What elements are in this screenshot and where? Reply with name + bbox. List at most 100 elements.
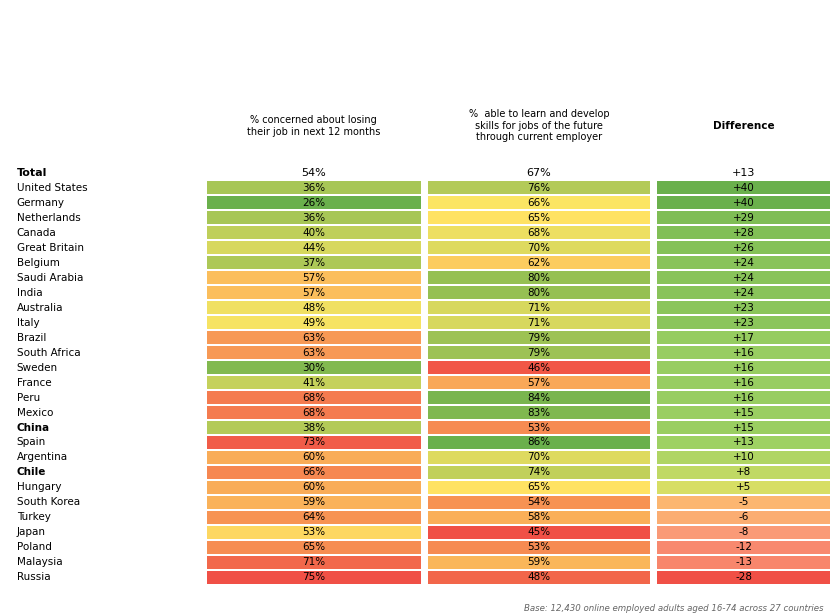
Bar	[657, 406, 830, 419]
Bar	[206, 361, 421, 374]
Bar	[428, 271, 650, 284]
Text: 60%: 60%	[302, 482, 325, 492]
Bar	[206, 182, 421, 195]
Text: %  able to learn and develop
skills for jobs of the future
through current emplo: % able to learn and develop skills for j…	[469, 109, 609, 142]
Bar	[428, 182, 650, 195]
Text: 71%: 71%	[528, 302, 550, 313]
Text: 59%: 59%	[528, 557, 550, 567]
Text: 57%: 57%	[302, 273, 325, 283]
Bar	[206, 421, 421, 434]
Text: +17: +17	[733, 333, 755, 342]
Bar	[428, 451, 650, 464]
Bar	[657, 421, 830, 434]
Text: 53%: 53%	[528, 423, 550, 432]
Text: +29: +29	[733, 213, 755, 223]
Text: -13: -13	[735, 557, 752, 567]
Bar	[428, 526, 650, 539]
Bar	[206, 301, 421, 314]
Bar	[206, 256, 421, 269]
Text: Germany: Germany	[17, 198, 64, 208]
Bar	[428, 466, 650, 479]
Bar	[428, 286, 650, 299]
Text: 68%: 68%	[302, 408, 325, 418]
Text: +24: +24	[733, 258, 755, 268]
Bar	[657, 286, 830, 299]
Bar	[657, 496, 830, 509]
Text: 45%: 45%	[528, 527, 550, 537]
Text: Difference: Difference	[713, 121, 775, 131]
Bar	[428, 376, 650, 389]
Bar	[657, 331, 830, 344]
Bar	[657, 571, 830, 584]
Bar	[657, 271, 830, 284]
Bar	[428, 211, 650, 224]
Bar	[428, 556, 650, 569]
Text: 58%: 58%	[528, 513, 550, 522]
Text: 71%: 71%	[528, 318, 550, 328]
Bar	[206, 376, 421, 389]
Bar	[206, 271, 421, 284]
Bar	[657, 346, 830, 359]
Text: +5: +5	[737, 482, 752, 492]
Text: 76%: 76%	[528, 183, 550, 193]
Bar	[428, 241, 650, 254]
Text: Sweden: Sweden	[17, 363, 58, 373]
Text: Base: 12,430 online employed adults aged 16-74 across 27 countries: Base: 12,430 online employed adults aged…	[524, 604, 823, 613]
Bar	[657, 316, 830, 329]
Text: % concerned about losing
their job in next 12 months: % concerned about losing their job in ne…	[247, 115, 380, 137]
Text: +24: +24	[733, 288, 755, 298]
Bar	[206, 227, 421, 240]
Text: 53%: 53%	[302, 527, 325, 537]
Bar	[206, 197, 421, 209]
Bar	[206, 346, 421, 359]
Text: +16: +16	[733, 392, 755, 403]
Text: +24: +24	[733, 273, 755, 283]
Text: Japan: Japan	[17, 527, 46, 537]
Text: 79%: 79%	[528, 333, 550, 342]
Text: Great Britain: Great Britain	[17, 243, 84, 253]
Bar	[428, 436, 650, 449]
Text: +16: +16	[733, 363, 755, 373]
Text: 66%: 66%	[302, 468, 325, 477]
Text: 49%: 49%	[302, 318, 325, 328]
Text: -28: -28	[735, 572, 752, 582]
Text: 48%: 48%	[302, 302, 325, 313]
Bar	[428, 481, 650, 494]
Bar	[206, 241, 421, 254]
Bar	[206, 481, 421, 494]
Text: 73%: 73%	[302, 437, 325, 447]
Bar	[657, 391, 830, 404]
Bar	[657, 481, 830, 494]
Text: Australia: Australia	[17, 302, 64, 313]
Text: 57%: 57%	[302, 288, 325, 298]
Bar	[206, 331, 421, 344]
Bar	[428, 256, 650, 269]
Bar	[206, 511, 421, 524]
Text: Netherlands: Netherlands	[17, 213, 80, 223]
Text: +23: +23	[733, 302, 755, 313]
Bar	[206, 526, 421, 539]
Text: +40: +40	[733, 183, 755, 193]
Text: France: France	[17, 378, 51, 387]
Text: 70%: 70%	[528, 453, 550, 463]
Bar	[206, 451, 421, 464]
Text: Turkey: Turkey	[17, 513, 50, 522]
Bar	[428, 391, 650, 404]
Bar	[657, 511, 830, 524]
Text: 57%: 57%	[528, 378, 550, 387]
Text: 74%: 74%	[528, 468, 550, 477]
Text: -12: -12	[735, 542, 752, 553]
Text: United States: United States	[17, 183, 87, 193]
Text: Argentina: Argentina	[17, 453, 68, 463]
Text: 54%: 54%	[528, 497, 550, 508]
Bar	[428, 227, 650, 240]
Bar	[428, 316, 650, 329]
Text: 63%: 63%	[302, 333, 325, 342]
Text: Canada: Canada	[17, 228, 56, 238]
Text: +15: +15	[733, 408, 755, 418]
Text: -5: -5	[738, 497, 749, 508]
Text: South Korea: South Korea	[17, 497, 79, 508]
Text: Spain: Spain	[17, 437, 46, 447]
Bar	[657, 376, 830, 389]
Bar	[206, 496, 421, 509]
